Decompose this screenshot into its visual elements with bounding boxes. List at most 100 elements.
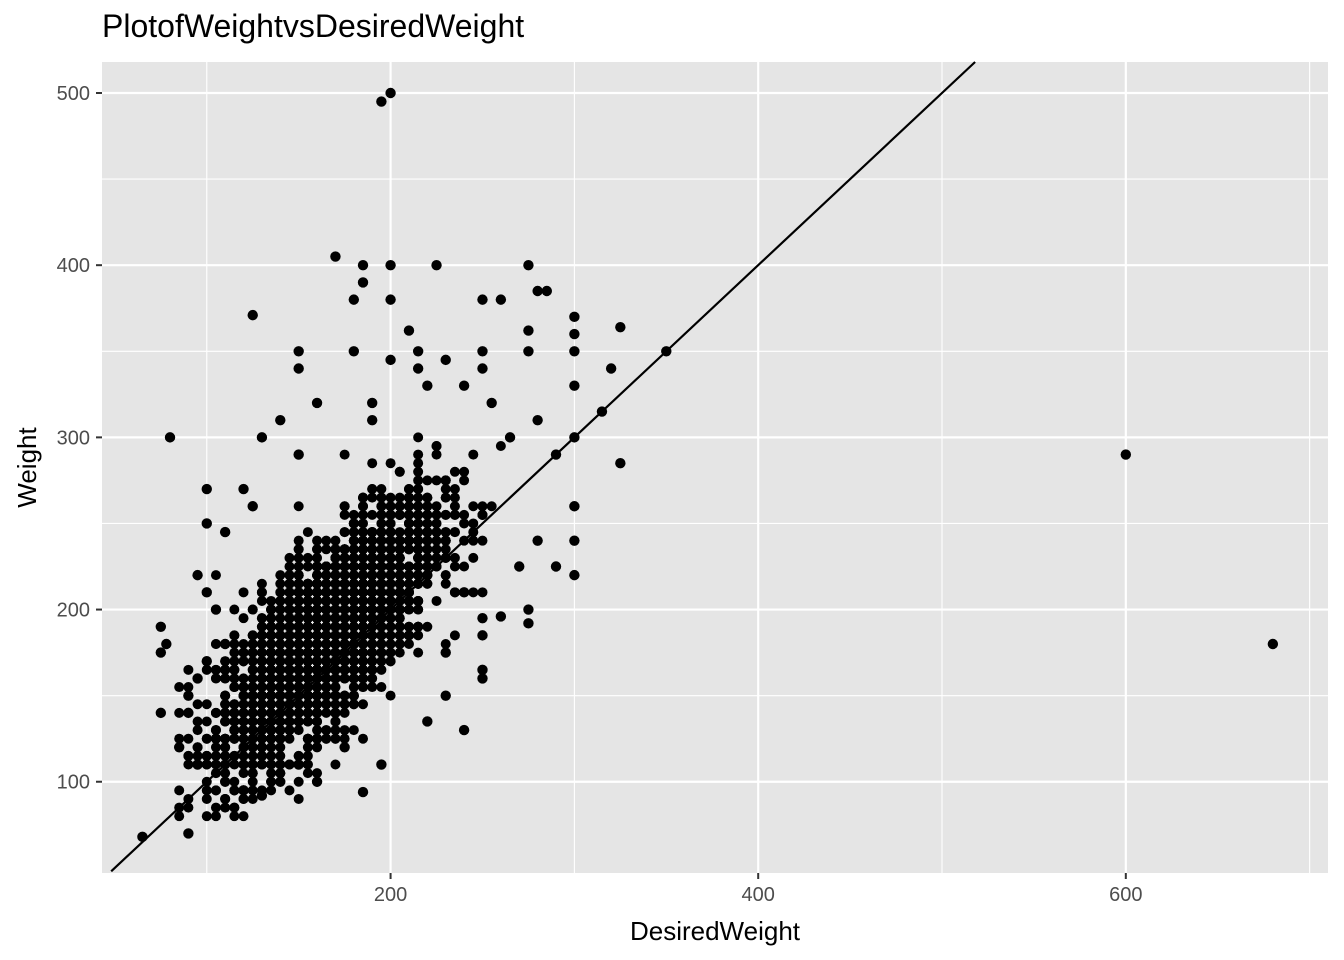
cluster-point [284,595,295,606]
cluster-point [394,604,405,615]
y-tick-label: 200 [57,600,90,622]
cluster-point [348,552,359,563]
cluster-point [413,621,424,632]
cluster-point [422,578,433,589]
cluster-point [413,595,424,606]
cluster-point [302,690,313,701]
cluster-point [339,544,350,555]
cluster-point [321,682,332,693]
cluster-point [284,785,295,796]
data-point [330,251,341,262]
cluster-point [330,595,341,606]
cluster-point [413,458,424,469]
cluster-point [210,759,221,770]
cluster-point [247,716,258,727]
cluster-point [403,492,414,503]
cluster-point [256,673,267,684]
data-point [330,707,341,719]
x-tick-label: 600 [1109,884,1142,906]
cluster-point [220,716,231,727]
cluster-point [348,570,359,581]
cluster-point [312,768,323,779]
cluster-point [247,707,258,718]
cluster-point [321,561,332,572]
data-point [348,346,360,357]
cluster-point [394,466,405,477]
cluster-point [330,733,341,744]
cluster-point [229,673,240,684]
cluster-point [440,509,451,520]
cluster-point [229,776,240,787]
cluster-point [247,699,258,710]
cluster-point [275,587,286,598]
cluster-point [312,578,323,589]
cluster-point [358,699,369,710]
cluster-point [431,475,442,486]
cluster-point [302,604,313,615]
cluster-point [183,759,194,770]
cluster-point [284,578,295,589]
y-axis-title: Weight [12,427,42,508]
cluster-point [422,527,433,538]
cluster-point [275,613,286,624]
cluster-point [358,682,369,693]
cluster-point [385,647,396,658]
cluster-point [376,638,387,649]
cluster-point [321,656,332,667]
data-point [293,449,304,460]
cluster-point [339,587,350,598]
cluster-point [385,492,396,503]
cluster-point [220,690,231,701]
data-point [192,569,203,581]
cluster-point [321,647,332,658]
cluster-point [302,759,313,770]
cluster-point [376,552,387,563]
data-point [293,346,304,357]
data-point [495,611,507,622]
data-point [523,604,534,615]
cluster-point [302,742,313,753]
cluster-point [220,742,231,753]
cluster-point [293,664,304,675]
cluster-point [431,509,442,520]
cluster-point [312,664,323,675]
cluster-point [413,535,424,546]
cluster-point [385,570,396,581]
cluster-point [339,561,350,572]
cluster-point [312,544,323,555]
cluster-point [358,492,369,503]
x-axis-title: DesiredWeight [630,916,801,946]
cluster-point [413,492,424,503]
cluster-point [459,561,470,572]
cluster-point [367,613,378,624]
data-point [357,259,369,271]
cluster-point [330,682,341,693]
cluster-point [256,587,267,598]
data-point [523,325,534,336]
cluster-point [275,630,286,641]
cluster-point [413,561,424,572]
cluster-point [220,793,231,804]
cluster-point [422,544,433,555]
data-point [210,604,222,615]
cluster-point [321,595,332,606]
cluster-point [293,638,304,649]
axes: 200 400 600 100 200 300 400 500 [57,83,1143,906]
data-points [137,87,1279,843]
cluster-point [210,664,221,675]
cluster-point [321,621,332,632]
cluster-point [220,699,231,710]
cluster-point [358,638,369,649]
data-point [569,328,580,340]
cluster-point [367,509,378,520]
data-point [569,380,580,391]
cluster-point [229,638,240,649]
data-point [201,518,212,529]
cluster-point [302,630,313,641]
cluster-point [449,509,460,520]
cluster-point [266,776,277,787]
cluster-point [266,621,277,632]
cluster-point [220,673,231,684]
cluster-point [192,750,203,761]
cluster-point [275,742,286,753]
